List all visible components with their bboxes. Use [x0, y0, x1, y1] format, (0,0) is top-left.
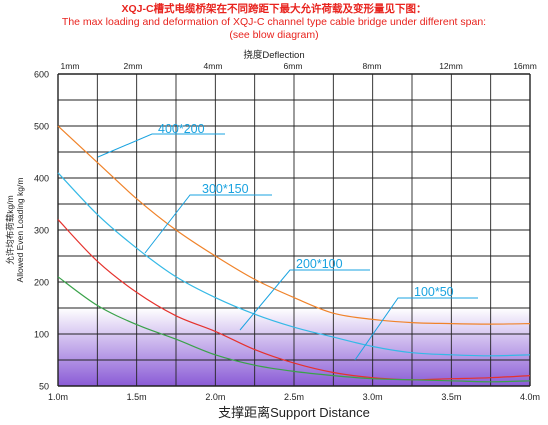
top-tick-label: 2mm	[124, 61, 143, 71]
x-axis-title: 支撑距离Support Distance	[218, 405, 370, 420]
series-line-300x150	[57, 172, 531, 357]
callout-leader-100x50	[354, 297, 478, 361]
series-line-400x200	[57, 125, 531, 325]
top-tick-label: 16mm	[513, 61, 537, 71]
y-tick-label: 200	[34, 278, 49, 288]
callout-label-200x100: 200*100	[296, 257, 343, 271]
y-axis-title-en: Allowed Even Loading kg/m	[15, 178, 25, 283]
series-line-100x50	[57, 276, 531, 383]
y-axis-title-cn: 允许均布荷载kg/m	[5, 195, 15, 264]
x-tick-label: 2.0m	[205, 392, 225, 402]
y-tick-label: 50	[39, 382, 49, 392]
top-tick-label: 1mm	[61, 61, 80, 71]
y-tick-label: 400	[34, 174, 49, 184]
callout-label-400x200: 400*200	[158, 122, 205, 136]
grid	[57, 73, 531, 387]
x-tick-label: 4.0m	[520, 392, 540, 402]
callout-leader-200x100	[239, 269, 370, 331]
text-layer: 600 500 400 300 200 100 501.0m 1.5m 2.0m 2.5m 3.0m…	[5, 49, 540, 420]
y-tick-label: 300	[34, 226, 49, 236]
top-tick-label: 6mm	[284, 61, 303, 71]
top-tick-label: 8mm	[363, 61, 382, 71]
callout-label-100x50: 100*50	[414, 285, 454, 299]
top-tick-label: 4mm	[204, 61, 223, 71]
chart-subtitle: (see blow diagram)	[229, 29, 319, 41]
x-tick-label: 2.5m	[284, 392, 304, 402]
x-tick-label: 3.0m	[363, 392, 383, 402]
callout-leader-300x150	[144, 194, 272, 254]
x-tick-label: 1.5m	[127, 392, 147, 402]
top-tick-label: 12mm	[439, 61, 463, 71]
y-tick-label: 100	[34, 330, 49, 340]
callout-layer: 400*200 300*150 200*100 100*50	[97, 122, 478, 361]
callout-label-300x150: 300*150	[202, 182, 249, 196]
chart-title-cn: XQJ-C槽式电缆桥架在不同跨距下最大允许荷载及变形量见下图：	[121, 3, 427, 15]
chart-title-en: The max loading and deformation of XQJ-C…	[61, 16, 487, 28]
x-tick-label: 3.5m	[441, 392, 461, 402]
series-line-200x100	[57, 219, 531, 381]
series-layer	[57, 125, 531, 383]
y-tick-label: 600	[34, 70, 49, 80]
y-tick-label: 500	[34, 122, 49, 132]
x-tick-label: 1.0m	[48, 392, 68, 402]
callout-leader-400x200	[97, 133, 225, 158]
top-axis-title: 挠度Deflection	[243, 49, 304, 61]
